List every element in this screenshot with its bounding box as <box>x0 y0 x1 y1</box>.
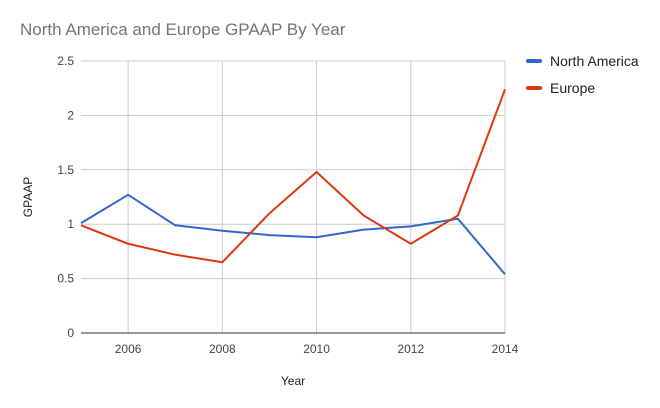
y-tick-label: 1.5 <box>57 163 74 177</box>
legend-label: Europe <box>550 80 595 96</box>
legend[interactable]: North America Europe <box>526 53 639 96</box>
y-tick-label: 1 <box>67 217 74 231</box>
y-tick-label: 0 <box>67 326 74 340</box>
series-line-europe <box>80 88 506 264</box>
grid-lines <box>81 60 506 333</box>
y-tick-label: 2.5 <box>57 54 74 68</box>
x-tick-label: 2008 <box>209 342 236 356</box>
y-axis-title: GPAAP <box>21 177 35 217</box>
legend-item-north-america[interactable]: North America <box>526 53 639 69</box>
y-tick-label: 0.5 <box>57 272 74 286</box>
x-axis-ticks: 2006 2008 2010 2012 2014 <box>115 342 519 356</box>
chart-title: North America and Europe GPAAP By Year <box>20 20 346 39</box>
legend-item-europe[interactable]: Europe <box>526 80 595 96</box>
x-axis-title: Year <box>281 374 305 388</box>
x-tick-label: 2012 <box>397 342 424 356</box>
y-axis-ticks: 0 0.5 1 1.5 2 2.5 <box>57 54 74 340</box>
x-tick-label: 2010 <box>303 342 330 356</box>
series-lines <box>80 88 506 275</box>
x-tick-label: 2014 <box>492 342 519 356</box>
series-line-north-america <box>80 193 506 275</box>
x-tick-label: 2006 <box>115 342 142 356</box>
y-tick-label: 2 <box>67 108 74 122</box>
legend-label: North America <box>550 53 639 69</box>
